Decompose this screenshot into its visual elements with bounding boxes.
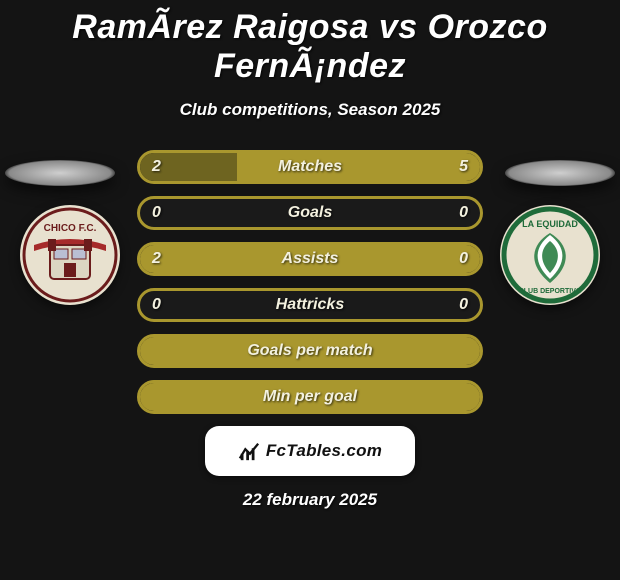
brand-text: FcTables.com <box>266 441 382 461</box>
club-crest-left: CHICO F.C. <box>20 205 120 305</box>
bar-value-left: 0 <box>152 291 161 319</box>
stat-bar-row: Min per goal <box>137 380 483 414</box>
stat-bar-row: 0 0Hattricks <box>137 288 483 322</box>
stat-bar-row: 25Matches <box>137 150 483 184</box>
comparison-stage: CHICO F.C. LA EQUIDAD CLUB DEPORTIVO 25M… <box>0 150 620 414</box>
chart-icon <box>238 440 260 462</box>
bar-fill-left <box>140 153 237 181</box>
stat-bar-row: 0 0Goals <box>137 196 483 230</box>
crest-right-svg: LA EQUIDAD CLUB DEPORTIVO <box>500 205 600 305</box>
svg-text:LA EQUIDAD: LA EQUIDAD <box>522 219 578 229</box>
bar-label: Goals <box>140 199 480 227</box>
bar-fill-left <box>140 337 480 365</box>
bar-fill-right <box>237 153 480 181</box>
stat-bars: 25Matches00Goals20Assists00HattricksGoal… <box>137 150 483 414</box>
bar-value-left: 0 <box>152 199 161 227</box>
svg-text:CLUB DEPORTIVO: CLUB DEPORTIVO <box>519 288 582 295</box>
bar-value-right: 0 <box>459 199 468 227</box>
brand-pill: FcTables.com <box>205 426 415 476</box>
stat-bar-row: 20Assists <box>137 242 483 276</box>
platform-right <box>505 160 615 186</box>
bar-fill-left <box>140 383 480 411</box>
platform-left <box>5 160 115 186</box>
stat-bar-row: Goals per match <box>137 334 483 368</box>
bar-label: Hattricks <box>140 291 480 319</box>
svg-text:CHICO F.C.: CHICO F.C. <box>44 223 97 234</box>
bar-fill-left <box>140 245 480 273</box>
bar-value-right: 0 <box>459 291 468 319</box>
club-crest-right: LA EQUIDAD CLUB DEPORTIVO <box>500 205 600 305</box>
page-title: RamÃ­rez Raigosa vs Orozco FernÃ¡ndez <box>0 0 620 86</box>
crest-left-svg: CHICO F.C. <box>20 205 120 305</box>
page-subtitle: Club competitions, Season 2025 <box>0 100 620 120</box>
date-line: 22 february 2025 <box>0 490 620 510</box>
